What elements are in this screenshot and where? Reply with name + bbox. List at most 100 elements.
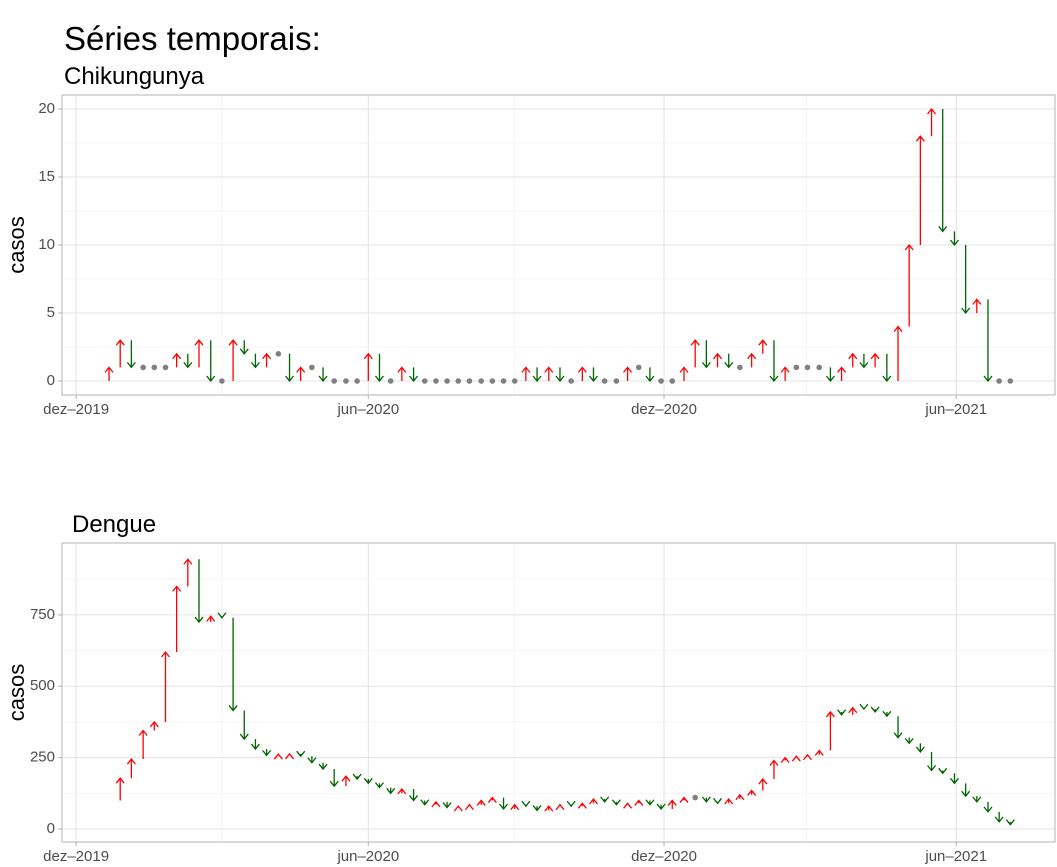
- y-tick-label: 0: [47, 372, 55, 389]
- point: [692, 794, 698, 801]
- arrow: [848, 352, 858, 368]
- point: [511, 378, 518, 384]
- arrow: [386, 787, 396, 795]
- arrow: [566, 800, 576, 808]
- arrow: [949, 773, 959, 785]
- arrow: [499, 797, 509, 811]
- arrow: [769, 759, 779, 780]
- y-tick-label: 750: [30, 606, 55, 623]
- x-tick-label: jun–2020: [336, 848, 399, 865]
- y-tick-label: 250: [30, 749, 55, 766]
- arrow: [600, 796, 610, 803]
- arrow: [431, 800, 441, 808]
- y-axis-label: casos: [4, 216, 29, 273]
- arrow: [927, 751, 937, 772]
- arrow: [893, 716, 903, 739]
- point: [151, 364, 158, 371]
- x-tick-label: dez–2019: [43, 401, 109, 418]
- arrow: [104, 366, 114, 381]
- arrow: [679, 366, 689, 381]
- arrow: [115, 339, 125, 368]
- arrow: [126, 340, 136, 369]
- arrow: [938, 767, 948, 775]
- point: [354, 378, 360, 384]
- arrow: [352, 773, 362, 781]
- arrow: [521, 366, 531, 381]
- arrow: [882, 710, 892, 718]
- arrow: [442, 801, 452, 809]
- point: [658, 378, 664, 384]
- arrow: [206, 615, 216, 623]
- arrow: [397, 366, 407, 381]
- arrow: [239, 340, 249, 355]
- arrow: [577, 802, 587, 809]
- chart-subtitle: Chikungunya: [64, 63, 205, 90]
- arrow: [893, 325, 903, 381]
- arrow: [701, 340, 711, 369]
- arrow: [296, 366, 306, 381]
- arrow: [476, 799, 486, 806]
- arrow: [183, 353, 193, 369]
- arrow: [747, 352, 757, 368]
- point: [140, 364, 146, 371]
- arrow: [983, 299, 993, 383]
- point: [162, 364, 169, 371]
- arrow: [206, 340, 216, 383]
- y-tick-label: 10: [38, 236, 55, 253]
- arrow: [420, 799, 430, 806]
- arrow: [611, 799, 621, 806]
- arrow: [961, 783, 971, 798]
- arrow: [172, 585, 182, 653]
- arrow: [825, 367, 835, 383]
- arrow: [769, 340, 779, 383]
- arrow: [521, 800, 531, 808]
- point: [444, 378, 450, 384]
- chart-title: Séries temporais:: [64, 20, 321, 57]
- arrow: [409, 789, 419, 802]
- arrow: [544, 805, 554, 812]
- arrow: [882, 353, 892, 383]
- arrow: [555, 367, 565, 383]
- arrow: [318, 762, 328, 771]
- arrow: [329, 769, 339, 788]
- point: [500, 378, 507, 384]
- arrow: [848, 706, 858, 715]
- arrow: [904, 737, 914, 745]
- arrow: [532, 367, 542, 383]
- arrow: [160, 650, 170, 722]
- y-tick-label: 15: [38, 168, 55, 185]
- arrow: [250, 739, 260, 751]
- x-tick-label: jun–2020: [336, 401, 399, 418]
- x-tick-label: jun–2021: [924, 401, 987, 418]
- y-tick-label: 20: [38, 100, 55, 117]
- arrow: [138, 729, 148, 760]
- arrow: [758, 777, 768, 791]
- panel-border: [61, 542, 1056, 843]
- arrow: [780, 756, 790, 764]
- arrow: [623, 802, 633, 809]
- arrow: [623, 366, 633, 381]
- arrow: [837, 709, 847, 716]
- arrow: [983, 801, 993, 813]
- arrow: [735, 793, 745, 801]
- arrow: [194, 339, 204, 368]
- arrow: [228, 339, 238, 381]
- point: [568, 378, 574, 384]
- arrow: [172, 352, 182, 368]
- point: [601, 378, 608, 384]
- arrow: [656, 803, 666, 811]
- point: [737, 364, 743, 371]
- arrow: [577, 366, 587, 381]
- arrow: [194, 559, 204, 624]
- x-tick-label: dez–2020: [631, 401, 697, 418]
- point: [219, 378, 225, 384]
- arrow: [363, 352, 373, 381]
- point: [421, 378, 428, 384]
- arrow: [713, 797, 723, 805]
- arrow: [667, 799, 677, 810]
- arrow: [510, 803, 520, 811]
- arrow: [972, 298, 982, 313]
- arrow: [296, 750, 306, 758]
- arrow: [724, 797, 734, 805]
- arrow: [802, 753, 812, 761]
